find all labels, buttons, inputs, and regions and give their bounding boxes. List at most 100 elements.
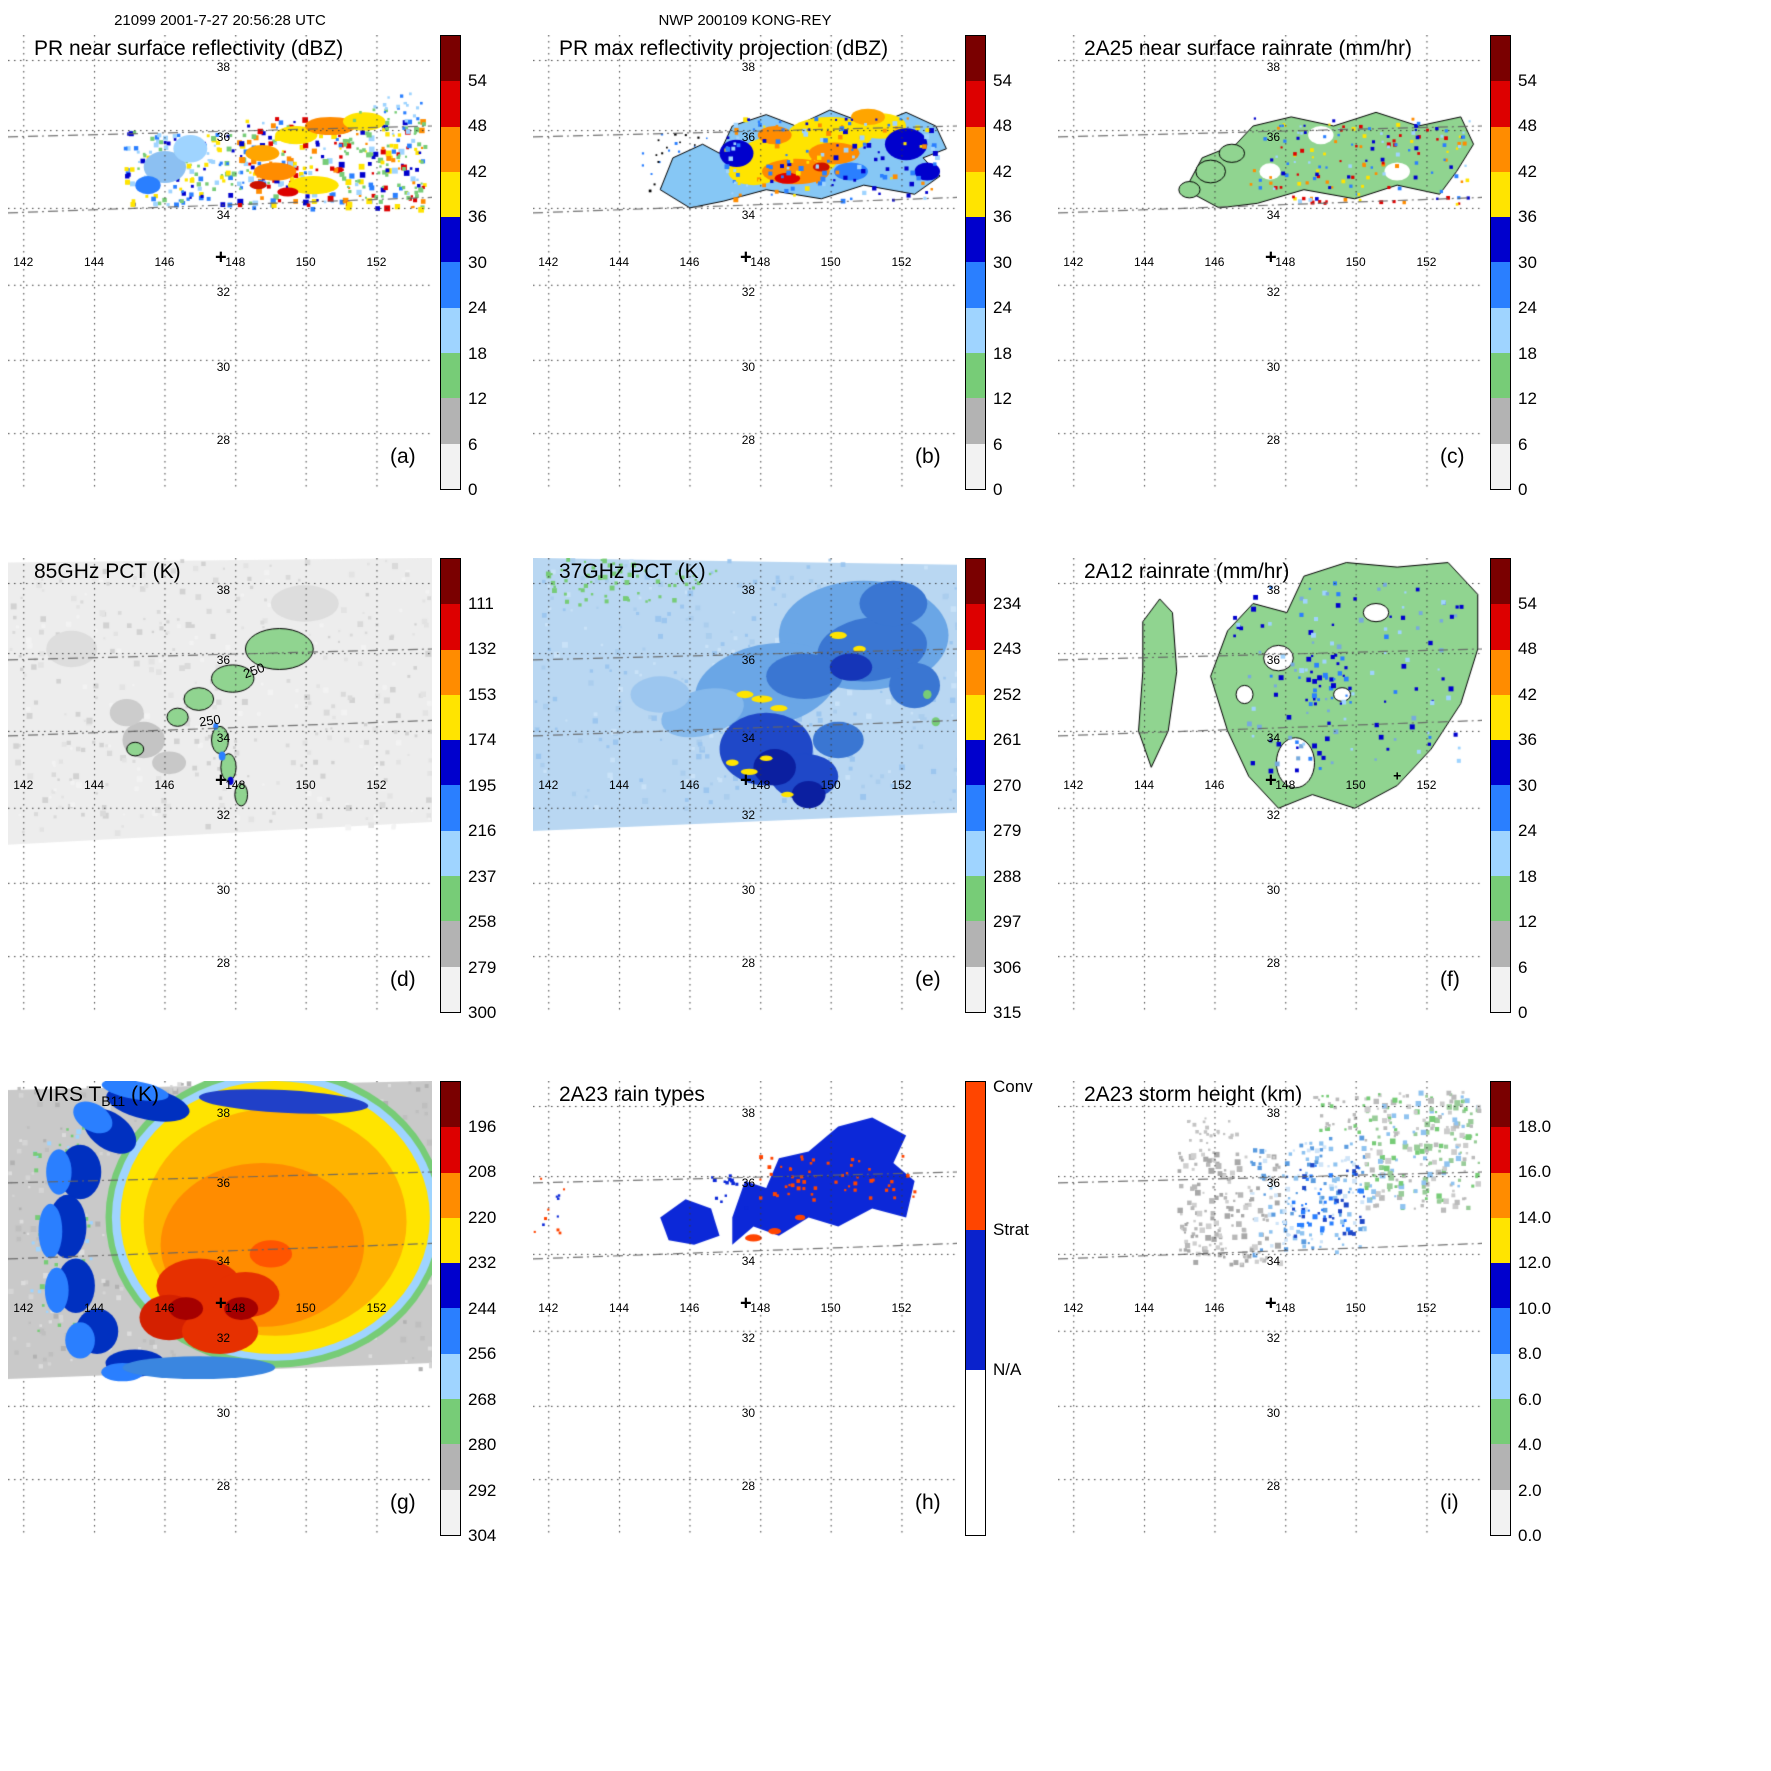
colorbar-tick-label: 10.0 (1518, 1298, 1552, 1318)
colorbar-segment (1491, 81, 1510, 127)
lon-label: 152 (1416, 1301, 1437, 1316)
lon-label: 146 (1204, 1301, 1225, 1316)
colorbar-tick-label: 48 (1518, 116, 1537, 135)
lon-label: 144 (609, 1301, 630, 1316)
colorbar-tick-label: 12 (993, 389, 1012, 408)
lat-label: 30 (1266, 359, 1281, 374)
colorbar-segment (966, 81, 985, 127)
panel-title-text: 2A25 near surface rainrate (mm/hr) (1084, 37, 1412, 60)
colorbar-segment (441, 694, 460, 741)
lon-label: 150 (295, 778, 316, 793)
colorbar-tick-label: 258 (468, 912, 497, 931)
colorbar-segment (441, 307, 460, 354)
lat-label: 32 (741, 807, 756, 822)
lat-label: 36 (216, 653, 231, 668)
colorbar-tick-label: 24 (993, 298, 1012, 317)
colorbar-tick-label: 42 (468, 161, 487, 181)
colorbar-tick-label: 216 (468, 821, 497, 840)
lon-label: 146 (679, 1301, 700, 1316)
map-canvas (8, 35, 432, 490)
lon-label: 152 (366, 255, 387, 270)
lat-label: 30 (741, 359, 756, 374)
lat-label: 34 (216, 730, 231, 745)
colorbar-tick-label: 292 (468, 1480, 497, 1500)
lon-label: 142 (538, 1301, 559, 1316)
colorbar-segment (1491, 1127, 1510, 1173)
colorbar-segment (966, 694, 985, 741)
map-canvas (1058, 35, 1482, 490)
panel-b: PR max reflectivity projection (dBZ) (b) 1… (533, 35, 1067, 520)
storm-center-marker: + (215, 1292, 227, 1315)
colorbar (1490, 1081, 1511, 1536)
colorbar-tick-label: 30 (1518, 775, 1537, 795)
colorbar-segment (1491, 217, 1510, 263)
lon-label: 144 (84, 778, 105, 793)
colorbar-tick-label: 30 (993, 252, 1012, 272)
lon-label: 144 (1134, 778, 1155, 793)
lon-label: 142 (13, 255, 34, 270)
colorbar-segment (441, 171, 460, 218)
colorbar-tick-label: 42 (1518, 684, 1537, 704)
colorbar-tick-label: 8.0 (1518, 1344, 1542, 1363)
colorbar-segment (441, 1489, 460, 1535)
colorbar-segment (441, 785, 460, 831)
colorbar-segment (966, 876, 985, 922)
lat-label: 30 (216, 359, 231, 374)
lon-label: 152 (366, 778, 387, 793)
lat-label: 28 (1266, 956, 1281, 971)
lon-label: 152 (891, 778, 912, 793)
colorbar-segment (1491, 398, 1510, 444)
colorbar-tick-label: 280 (468, 1435, 497, 1454)
colorbar (965, 35, 986, 490)
colorbar-segment (966, 262, 985, 308)
map-canvas (533, 558, 957, 1013)
lon-label: 144 (1134, 1301, 1155, 1316)
colorbar-segment (441, 966, 460, 1012)
lon-label: 146 (679, 778, 700, 793)
colorbar-segment (441, 1353, 460, 1400)
colorbar-tick-label: 2.0 (1518, 1480, 1542, 1500)
colorbar-segment (1491, 307, 1510, 354)
colorbar-tick-label: 12 (468, 389, 487, 408)
lon-label: 150 (820, 1301, 841, 1316)
lon-label: 146 (154, 778, 175, 793)
colorbar-tick-label: 36 (993, 207, 1012, 226)
lat-label: 28 (1266, 1479, 1281, 1494)
colorbar-segment (966, 649, 985, 695)
colorbar-segment (441, 126, 460, 172)
lat-label: 38 (741, 583, 756, 598)
panel-title: 2A12 rainrate (mm/hr) (1084, 560, 1289, 586)
colorbar (1490, 558, 1511, 1013)
colorbar-tick-label: 42 (993, 161, 1012, 181)
lon-label: 142 (13, 1301, 34, 1316)
colorbar (440, 558, 461, 1013)
colorbar-tick-label: 24 (1518, 821, 1537, 840)
colorbar-segment (1491, 443, 1510, 489)
colorbar (440, 1081, 461, 1536)
colorbar-tick-label: 14.0 (1518, 1207, 1552, 1227)
panel-title: PR near surface reflectivity (dBZ) (34, 37, 343, 63)
panel-title-text: 2A23 rain types (559, 1083, 705, 1106)
colorbar-segment (966, 604, 985, 650)
colorbar-segment (441, 604, 460, 650)
colorbar-segment (441, 830, 460, 877)
colorbar-tick-label: 132 (468, 639, 497, 658)
colorbar-segment (966, 126, 985, 172)
colorbar-tick-label: 54 (468, 70, 487, 90)
colorbar-category-label: Strat (993, 1219, 1029, 1239)
lat-label: 38 (1266, 1106, 1281, 1121)
lat-label: 28 (741, 956, 756, 971)
map-canvas (8, 558, 432, 1013)
lon-label: 152 (891, 255, 912, 270)
storm-center-marker: + (740, 1292, 752, 1315)
lat-label: 36 (216, 130, 231, 145)
lat-label: 30 (741, 1405, 756, 1420)
colorbar-segment (441, 353, 460, 399)
lat-label: 32 (1266, 807, 1281, 822)
colorbar-tick-label: 268 (468, 1389, 497, 1409)
lon-label: 148 (1275, 778, 1296, 793)
map-canvas (533, 1081, 957, 1536)
lat-label: 38 (216, 1106, 231, 1121)
panel-title: 2A23 storm height (km) (1084, 1083, 1302, 1109)
colorbar-segment (1491, 740, 1510, 786)
